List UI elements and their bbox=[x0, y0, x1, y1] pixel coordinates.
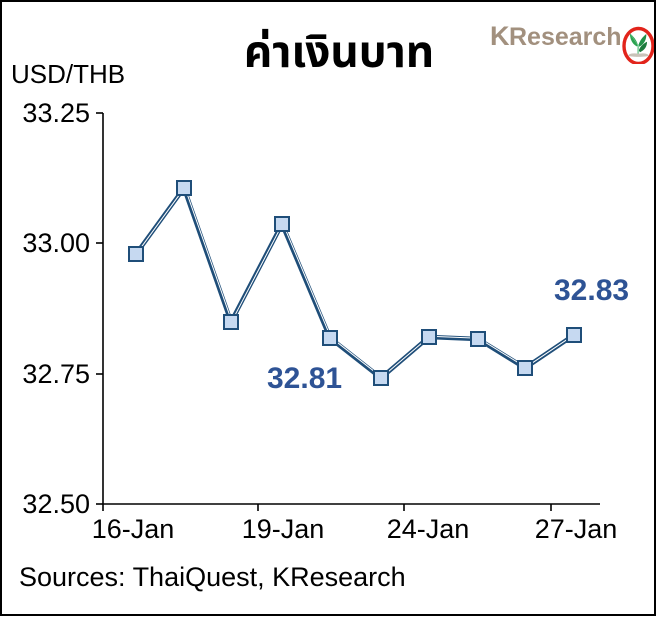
svg-text:16-Jan: 16-Jan bbox=[92, 514, 175, 544]
svg-text:33.00: 33.00 bbox=[22, 228, 90, 258]
svg-text:32.83: 32.83 bbox=[554, 274, 629, 307]
svg-text:19-Jan: 19-Jan bbox=[242, 514, 325, 544]
svg-text:24-Jan: 24-Jan bbox=[387, 514, 470, 544]
svg-text:32.50: 32.50 bbox=[22, 489, 90, 519]
svg-text:32.75: 32.75 bbox=[22, 359, 90, 389]
svg-text:27-Jan: 27-Jan bbox=[535, 514, 618, 544]
svg-text:32.81: 32.81 bbox=[267, 362, 342, 395]
svg-text:33.25: 33.25 bbox=[22, 98, 90, 128]
